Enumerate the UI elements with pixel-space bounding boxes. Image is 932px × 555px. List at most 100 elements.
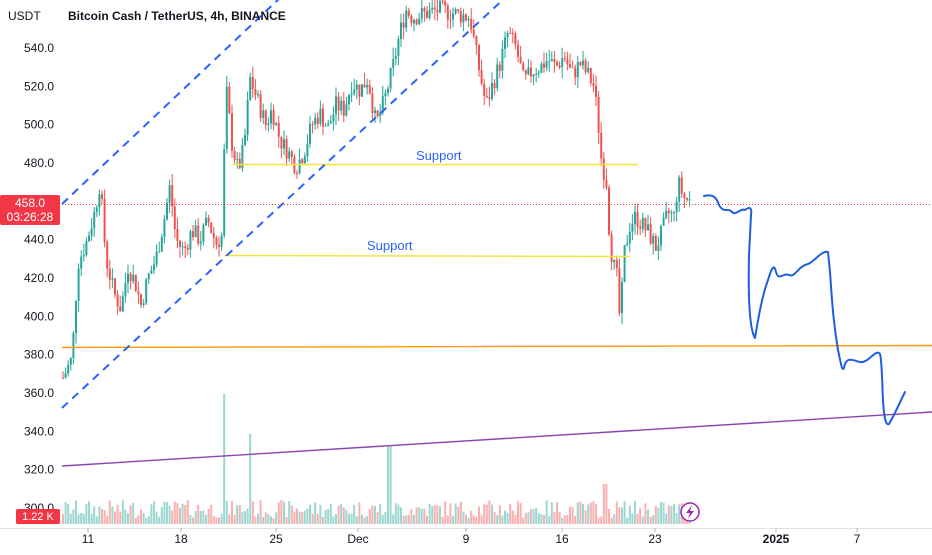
volume-bar xyxy=(353,504,356,524)
volume-bar xyxy=(491,504,493,524)
orange-level-line[interactable] xyxy=(61,344,932,349)
candle-body xyxy=(301,159,304,163)
volume-bar xyxy=(176,503,179,524)
candle-body xyxy=(181,246,184,248)
volume-bar xyxy=(262,517,265,524)
volume-bar xyxy=(566,514,569,524)
candle-body xyxy=(433,7,436,10)
candle-body xyxy=(675,201,678,213)
volume-bar xyxy=(327,509,330,524)
volume-bar xyxy=(371,505,374,524)
candle-body xyxy=(127,273,129,284)
candle-body xyxy=(306,143,309,157)
chart-title: Bitcoin Cash / TetherUS, 4h, BINANCE xyxy=(68,9,286,23)
candle-body xyxy=(621,281,623,314)
candle-body xyxy=(553,59,556,63)
volume-bar xyxy=(361,514,363,524)
candle-body xyxy=(236,159,239,161)
candle-body xyxy=(194,225,197,238)
candle-body xyxy=(491,82,493,99)
candle-body xyxy=(298,159,301,174)
candle-body xyxy=(374,110,376,113)
volume-bar xyxy=(517,501,519,524)
price-axis[interactable]: 540.0520.0500.0480.0460.0440.0420.0400.0… xyxy=(24,41,54,515)
volume-bar xyxy=(168,505,171,524)
candle-body xyxy=(571,67,574,69)
candle-body xyxy=(496,64,499,88)
volume-bar xyxy=(639,508,642,524)
volume-bar xyxy=(259,500,262,524)
volume-bar xyxy=(225,500,228,524)
candle-body xyxy=(202,225,205,242)
volume-bar xyxy=(613,514,616,524)
volume-bar xyxy=(660,501,662,524)
volume-bar xyxy=(374,506,376,524)
volume-bar xyxy=(431,506,434,524)
y-tick-label: 540.0 xyxy=(24,41,54,55)
volume-bar xyxy=(335,513,337,524)
candle-body xyxy=(179,240,181,247)
candle-body xyxy=(88,235,90,242)
purple-trend-line[interactable] xyxy=(61,411,932,467)
candle-body xyxy=(275,123,278,126)
volume-bar xyxy=(485,504,488,524)
candle-body xyxy=(509,32,512,34)
candle-body xyxy=(189,231,192,250)
candle-body xyxy=(462,14,465,23)
volume-bar xyxy=(439,506,441,524)
candle-body xyxy=(150,270,153,274)
candle-body xyxy=(176,228,179,241)
candle-body xyxy=(535,73,538,75)
candle-body xyxy=(524,69,527,75)
volume-bar xyxy=(493,511,496,524)
volume-bar xyxy=(524,512,527,524)
volume-bar xyxy=(543,514,545,524)
candle-body xyxy=(335,96,337,115)
channel-upper-line[interactable] xyxy=(61,0,282,205)
volume-bar xyxy=(69,513,72,524)
time-axis[interactable]: 11 18 25 Dec 9 16 23 2025 7 xyxy=(82,528,861,546)
candle-body xyxy=(366,85,369,88)
candle-body xyxy=(85,241,88,256)
candle-body xyxy=(454,9,457,14)
volume-bar xyxy=(77,514,80,524)
candle-body xyxy=(480,70,483,84)
volume-bar xyxy=(535,508,538,524)
candle-body xyxy=(415,19,418,25)
volume-bar xyxy=(280,500,283,524)
volume-bar xyxy=(418,507,421,524)
candle-body xyxy=(470,18,473,30)
candle-body xyxy=(303,156,306,163)
volume-bar xyxy=(173,501,176,524)
volume-bar xyxy=(569,506,571,524)
candle-body xyxy=(475,36,478,46)
volume-bar xyxy=(322,516,324,524)
candle-body xyxy=(233,150,236,160)
volume-bar xyxy=(254,516,257,524)
support-line-lower[interactable] xyxy=(223,254,631,258)
volume-bar xyxy=(311,513,314,524)
candle-body xyxy=(296,173,298,175)
candle-body xyxy=(613,259,616,263)
volume-bar xyxy=(127,513,129,524)
volume-bar xyxy=(199,510,202,524)
volume-bar xyxy=(506,512,509,524)
candle-body xyxy=(530,67,532,77)
lightning-icon[interactable] xyxy=(680,502,700,522)
volume-bar xyxy=(540,514,543,524)
volume-bar xyxy=(597,517,600,524)
candle-body xyxy=(446,5,449,20)
candle-body xyxy=(641,217,644,229)
candle-body xyxy=(626,243,629,246)
volume-bar xyxy=(108,500,111,524)
candle-body xyxy=(285,139,288,159)
candle-body xyxy=(358,84,361,97)
channel-lower-line[interactable] xyxy=(61,0,507,409)
support-label-lower: Support xyxy=(367,238,413,253)
candle-body xyxy=(501,48,504,71)
projection-drawing[interactable] xyxy=(703,194,906,426)
candle-body xyxy=(223,149,226,236)
candle-body xyxy=(532,74,535,77)
volume-bar xyxy=(673,504,675,524)
